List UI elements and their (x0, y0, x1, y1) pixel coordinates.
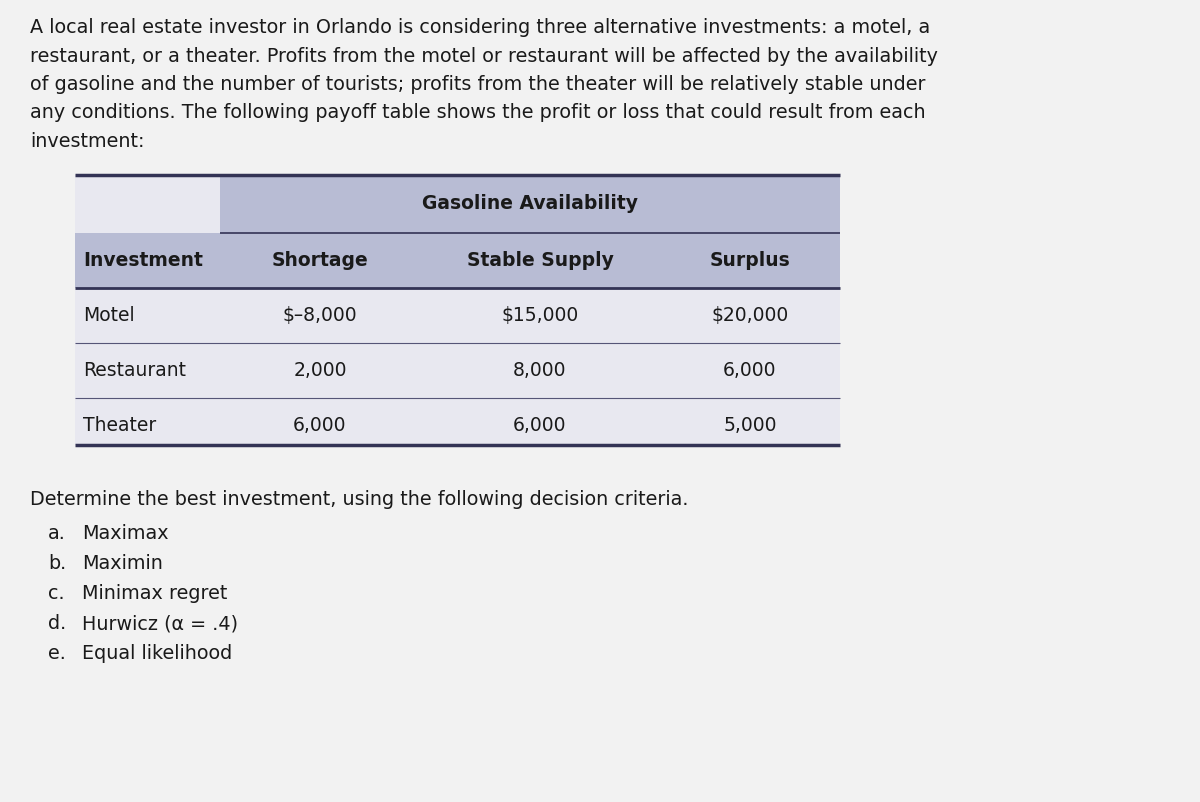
Text: Motel: Motel (83, 306, 134, 325)
Text: Maximax: Maximax (82, 524, 169, 543)
Text: Stable Supply: Stable Supply (467, 251, 613, 270)
Text: restaurant, or a theater. Profits from the motel or restaurant will be affected : restaurant, or a theater. Profits from t… (30, 47, 938, 66)
Text: Hurwicz (α = .4): Hurwicz (α = .4) (82, 614, 238, 633)
Text: Maximin: Maximin (82, 554, 163, 573)
Text: A local real estate investor in Orlando is considering three alternative investm: A local real estate investor in Orlando … (30, 18, 930, 37)
Text: any conditions. The following payoff table shows the profit or loss that could r: any conditions. The following payoff tab… (30, 103, 925, 123)
Text: d.: d. (48, 614, 66, 633)
Text: Equal likelihood: Equal likelihood (82, 644, 233, 663)
Text: of gasoline and the number of tourists; profits from the theater will be relativ: of gasoline and the number of tourists; … (30, 75, 925, 94)
Text: Minimax regret: Minimax regret (82, 584, 227, 603)
Text: Surplus: Surplus (709, 251, 791, 270)
Text: 6,000: 6,000 (514, 416, 566, 435)
Text: 8,000: 8,000 (514, 361, 566, 380)
Text: a.: a. (48, 524, 66, 543)
Text: e.: e. (48, 644, 66, 663)
Bar (220, 175, 840, 233)
Text: b.: b. (48, 554, 66, 573)
Bar (74, 233, 840, 288)
Text: c.: c. (48, 584, 65, 603)
Text: Restaurant: Restaurant (83, 361, 186, 380)
Text: Gasoline Availability: Gasoline Availability (422, 195, 638, 213)
Text: 6,000: 6,000 (293, 416, 347, 435)
Text: 2,000: 2,000 (293, 361, 347, 380)
Text: Shortage: Shortage (271, 251, 368, 270)
Text: 5,000: 5,000 (724, 416, 776, 435)
Text: Theater: Theater (83, 416, 156, 435)
Text: Investment: Investment (83, 251, 203, 270)
Text: 6,000: 6,000 (724, 361, 776, 380)
Text: $15,000: $15,000 (502, 306, 578, 325)
Text: $–8,000: $–8,000 (283, 306, 358, 325)
Text: $20,000: $20,000 (712, 306, 788, 325)
Text: Determine the best investment, using the following decision criteria.: Determine the best investment, using the… (30, 490, 689, 509)
Text: investment:: investment: (30, 132, 144, 151)
